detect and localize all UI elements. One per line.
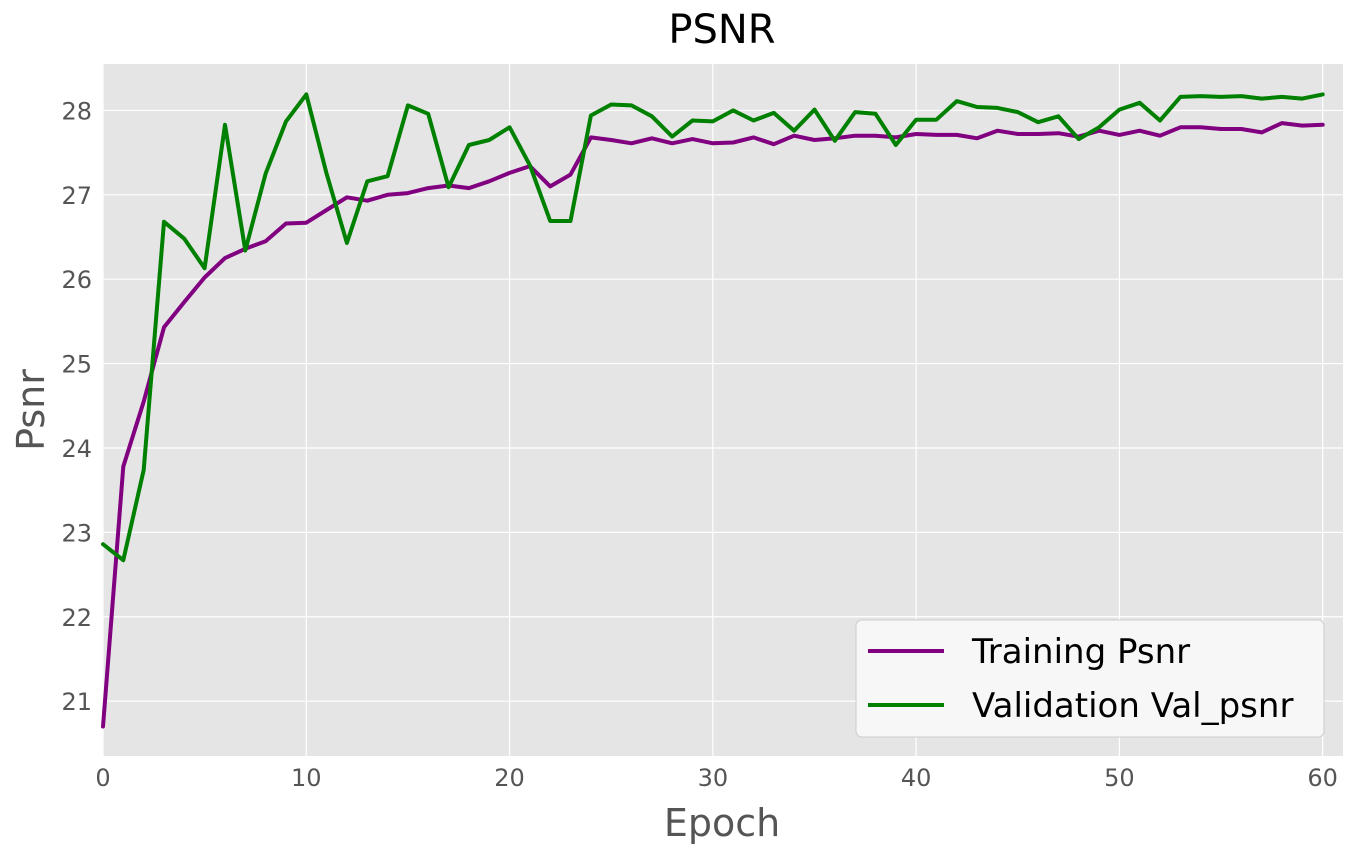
y-tick-label: 22 [61, 604, 92, 632]
x-tick-label: 50 [1104, 764, 1135, 792]
series-line-training-psnr [101, 121, 1325, 729]
x-tick-label: 0 [95, 764, 110, 792]
y-tick-label: 27 [61, 182, 92, 210]
x-axis-label: Epoch [664, 801, 780, 845]
legend-label: Validation Val_psnr [972, 686, 1293, 726]
y-tick-label: 26 [61, 266, 92, 294]
y-tick-label: 21 [61, 688, 92, 716]
x-tick-label: 20 [494, 764, 525, 792]
y-axis-label: Psnr [9, 369, 53, 451]
legend: Training Psnr Validation Val_psnr [855, 619, 1325, 738]
x-tick-label: 60 [1307, 764, 1338, 792]
y-tick-label: 24 [61, 435, 92, 463]
y-tick-label: 23 [61, 519, 92, 547]
y-tick-label: 28 [61, 97, 92, 125]
legend-box [855, 619, 1325, 738]
series-line-validation-val-psnr [101, 92, 1325, 563]
series-layer [101, 92, 1325, 729]
grid-lines [102, 64, 1343, 756]
y-tick-labels: 21 22 23 24 25 26 27 28 [61, 97, 92, 716]
x-tick-label: 30 [698, 764, 729, 792]
x-tick-labels: 0 10 20 30 40 50 60 [95, 764, 1338, 792]
chart-title: PSNR [668, 7, 775, 53]
legend-label: Training Psnr [971, 632, 1190, 672]
x-tick-label: 10 [291, 764, 322, 792]
x-tick-label: 40 [901, 764, 932, 792]
y-tick-label: 25 [61, 351, 92, 379]
